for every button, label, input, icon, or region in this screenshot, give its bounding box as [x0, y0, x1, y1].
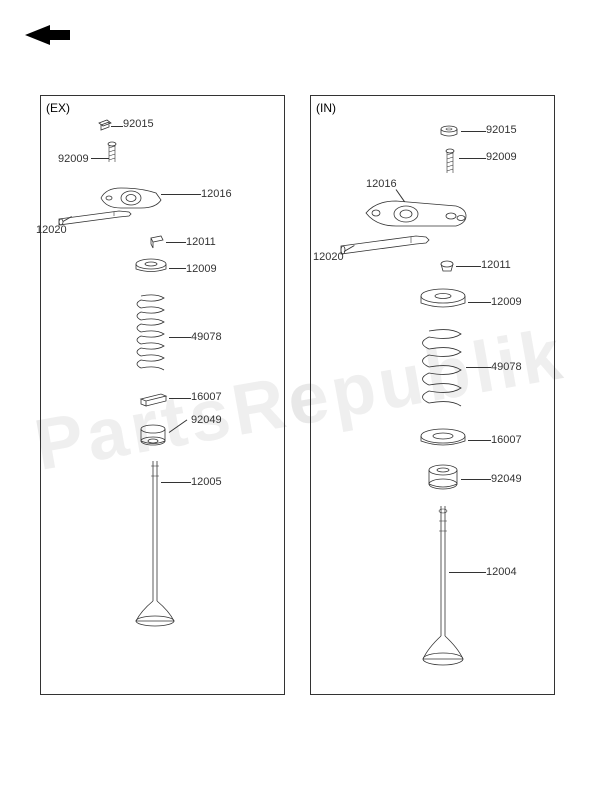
panel-exhaust: (EX) [40, 95, 285, 695]
leader [456, 266, 481, 267]
label-in-49078: 49078 [491, 361, 522, 373]
leader [169, 337, 191, 338]
label-ex-12009: 12009 [186, 263, 217, 275]
nav-arrow-icon [20, 20, 80, 60]
leader [161, 482, 191, 483]
leader [111, 126, 123, 127]
leader [468, 440, 491, 441]
leader [461, 131, 486, 132]
label-in-12011: 12011 [481, 259, 511, 271]
leader [449, 572, 486, 573]
leader [468, 302, 491, 303]
panel-intake: (IN) [310, 95, 555, 695]
leader [166, 242, 186, 243]
label-in-16007: 16007 [491, 434, 522, 446]
label-ex-12016: 12016 [201, 188, 232, 200]
label-ex-16007: 16007 [191, 391, 222, 403]
label-ex-92049: 92049 [191, 414, 222, 426]
label-in-12016: 12016 [366, 178, 397, 190]
leader [466, 367, 491, 368]
label-in-12004: 12004 [486, 566, 517, 578]
label-in-12009: 12009 [491, 296, 522, 308]
label-ex-12005: 12005 [191, 476, 222, 488]
leader [169, 398, 191, 399]
leader [169, 268, 186, 269]
leader [161, 194, 201, 195]
label-ex-92015: 92015 [123, 118, 154, 130]
label-in-92015: 92015 [486, 124, 517, 136]
label-in-92009: 92009 [486, 151, 517, 163]
label-ex-12011: 12011 [186, 236, 216, 248]
ex-parts-drawing [41, 96, 286, 696]
label-in-12020: 12020 [313, 251, 344, 263]
in-parts-drawing [311, 96, 556, 696]
label-ex-12020: 12020 [36, 224, 67, 236]
label-ex-92009: 92009 [58, 153, 89, 165]
label-in-92049: 92049 [491, 473, 522, 485]
leader [461, 479, 491, 480]
label-ex-49078: 49078 [191, 331, 222, 343]
leader [91, 158, 109, 159]
leader [459, 158, 486, 159]
